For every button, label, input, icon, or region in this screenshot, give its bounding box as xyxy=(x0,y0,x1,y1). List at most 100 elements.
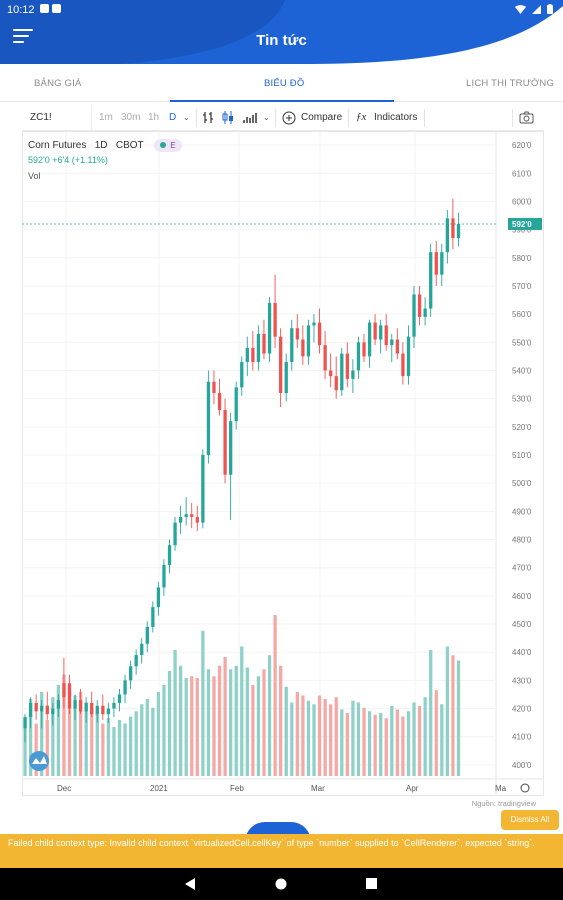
candle-body xyxy=(34,702,38,712)
candle-body xyxy=(67,683,72,709)
bar-style-icon[interactable] xyxy=(202,111,214,124)
candle-body xyxy=(84,702,88,712)
candle-body xyxy=(123,680,127,695)
tab-bieu-do[interactable]: BIỂU ĐỒ xyxy=(264,78,305,89)
interval-d[interactable]: D xyxy=(169,112,177,123)
volume-bar xyxy=(190,676,194,776)
symbol-search[interactable]: ZC1! xyxy=(22,105,92,131)
volume-bar xyxy=(384,718,388,776)
candle-body xyxy=(45,705,49,715)
y-tick-label: 400'0 xyxy=(512,761,532,770)
candle-body xyxy=(323,345,327,371)
last-price-badge xyxy=(508,217,542,230)
candle-body xyxy=(128,666,133,681)
y-tick-label: 480'0 xyxy=(512,536,532,545)
volume-bar xyxy=(245,667,249,776)
dismiss-all-button[interactable]: Dismiss All xyxy=(501,810,559,830)
tradingview-logo-icon xyxy=(29,751,49,771)
volume-bar xyxy=(128,716,133,776)
volume-bar xyxy=(401,716,405,776)
volume-bar xyxy=(451,655,455,776)
chart-border xyxy=(22,131,544,796)
error-toast[interactable]: Failed child context type: Invalid child… xyxy=(0,834,563,868)
camera-icon[interactable] xyxy=(519,111,534,124)
y-tick-label: 410'0 xyxy=(512,733,532,742)
candle-body xyxy=(95,705,99,715)
volume-bar xyxy=(145,699,149,776)
volume-bar xyxy=(356,702,361,776)
candle-body xyxy=(73,700,77,709)
volume-bar xyxy=(178,665,183,776)
y-tick-label: 620'0 xyxy=(512,141,532,150)
candle-body xyxy=(334,376,338,391)
indicators-button[interactable]: Indicators xyxy=(374,112,418,123)
volume-bar xyxy=(234,665,238,776)
candle-body xyxy=(384,325,388,346)
volume-bar xyxy=(56,685,61,776)
y-tick-label: 580'0 xyxy=(512,254,532,263)
legend-volume: Vol xyxy=(28,171,41,181)
tab-bang-gia[interactable]: BẢNG GIÁ xyxy=(34,78,82,89)
status-bar: 10:12 xyxy=(0,0,563,22)
volume-bar xyxy=(334,697,338,776)
candle-body xyxy=(184,514,188,517)
x-tick-label: Dec xyxy=(57,784,71,793)
volume-bar xyxy=(73,695,77,776)
volume-bar xyxy=(429,650,433,776)
interval-dropdown-icon[interactable]: ⌄ xyxy=(183,113,190,122)
chart-type-icon[interactable] xyxy=(243,111,257,124)
page-title: Tin tức xyxy=(256,32,307,49)
volume-bar xyxy=(223,657,227,776)
volume-bar xyxy=(345,713,350,776)
back-icon[interactable] xyxy=(185,878,196,890)
volume-bar xyxy=(323,699,327,776)
system-icons xyxy=(515,4,553,14)
menu-button[interactable] xyxy=(13,29,33,45)
x-tick-label: Apr xyxy=(406,784,419,793)
active-tab-indicator xyxy=(170,100,394,102)
volume-bar xyxy=(367,711,372,776)
y-tick-label: 510'0 xyxy=(512,451,532,460)
volume-bar xyxy=(256,676,261,776)
candle-body xyxy=(90,702,94,715)
volume-bar xyxy=(151,707,155,776)
candle-body xyxy=(273,302,277,337)
candle-body xyxy=(290,328,294,363)
price-chart[interactable]: 620'0 610'0 600'0 590'0 580'0 570'0 560'0 550'0… xyxy=(22,131,544,796)
toolbar-divider xyxy=(348,109,349,127)
candle-body xyxy=(206,381,211,455)
candle-body xyxy=(351,370,355,379)
candle-body xyxy=(178,516,183,523)
interval-30m[interactable]: 30m xyxy=(121,112,141,123)
candle-body xyxy=(167,545,172,565)
tab-bar: BẢNG GIÁ BIỂU ĐỒ LỊCH THỊ TRƯỜNG xyxy=(0,66,563,102)
candle-body xyxy=(340,353,344,391)
recents-icon[interactable] xyxy=(366,878,377,889)
compare-button[interactable]: Compare xyxy=(301,112,343,123)
volume-bar xyxy=(301,695,305,776)
candle-body xyxy=(456,223,461,239)
candle-style-icon[interactable] xyxy=(222,111,234,124)
interval-1h[interactable]: 1h xyxy=(148,112,160,123)
candle-body xyxy=(240,362,244,388)
candle-body xyxy=(106,708,111,715)
candle-body xyxy=(312,322,316,326)
volume-bar xyxy=(312,704,316,776)
candle-body xyxy=(56,700,61,709)
volume-bar xyxy=(173,650,177,776)
candle-body xyxy=(256,333,261,363)
volume-bar xyxy=(134,711,138,776)
chart-type-dropdown-icon[interactable]: ⌄ xyxy=(263,113,270,122)
last-price-label: 592'0 xyxy=(512,220,532,229)
interval-1m[interactable]: 1m xyxy=(99,112,113,123)
compare-plus-icon[interactable] xyxy=(282,111,296,125)
candle-body xyxy=(190,514,194,517)
indicators-fx-icon[interactable]: ƒx xyxy=(356,111,367,123)
volume-bar xyxy=(201,630,205,776)
home-icon[interactable] xyxy=(275,878,287,890)
volume-bar xyxy=(95,713,99,776)
candle-body xyxy=(162,564,166,588)
tab-lich-thi-truong[interactable]: LỊCH THỊ TRƯỜNG xyxy=(466,78,555,89)
volume-bar xyxy=(412,702,416,776)
candle-body xyxy=(217,393,222,410)
